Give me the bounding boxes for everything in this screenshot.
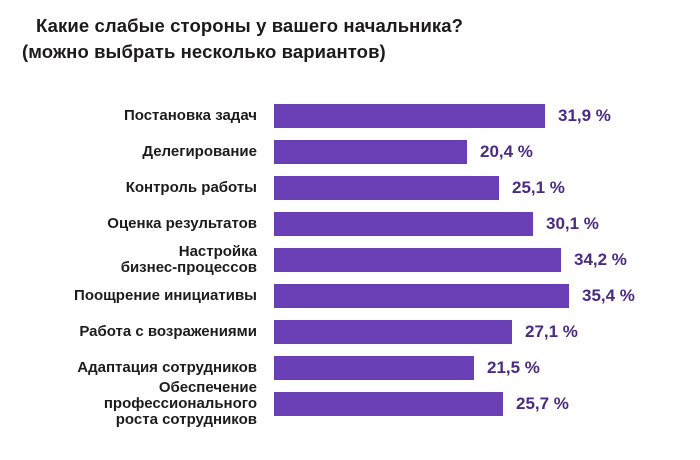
category-label: Работа с возражениями [79, 323, 257, 340]
category-label: Делегирование [142, 143, 257, 160]
bar-row: Контроль работы 25,1 % [0, 170, 700, 206]
bar-row: Делегирование 20,4 % [0, 134, 700, 170]
bar-track: 35,4 % [274, 278, 700, 314]
bar-chart-area: Постановка задач 31,9 % Делегирование 20,4 … [0, 98, 700, 428]
chart-title: Какие слабые стороны у вашего начальника… [0, 0, 700, 65]
value-label: 30,1 % [546, 214, 599, 233]
bar-track: 27,1 % [274, 314, 700, 350]
chart-title-line2: (можно выбрать несколько вариантов) [22, 41, 386, 62]
category-label: Оценка результатов [107, 215, 257, 232]
category-label: Контроль работы [125, 179, 257, 196]
bar-track: 30,1 % [274, 206, 700, 242]
bar-fill [274, 356, 474, 380]
category-label: Постановка задач [123, 107, 257, 124]
bar-fill [274, 104, 545, 128]
bar-fill [274, 392, 503, 416]
bar-track: 25,1 % [274, 170, 700, 206]
bar-row: Поощрение инициативы 35,4 % [0, 278, 700, 314]
value-label: 21,5 % [487, 358, 540, 377]
value-label: 31,9 % [558, 106, 611, 125]
bar-fill [274, 212, 533, 236]
bar-track: 20,4 % [274, 134, 700, 170]
bar-row: Оценка результатов 30,1 % [0, 206, 700, 242]
bar-row: Работа с возражениями 27,1 % [0, 314, 700, 350]
value-label: 20,4 % [480, 142, 533, 161]
bar-track: 31,9 % [274, 98, 700, 134]
category-label: Адаптация сотрудников [77, 359, 257, 376]
value-label: 27,1 % [525, 322, 578, 341]
bar-fill [274, 284, 569, 308]
category-label: Обеспечение профессионального роста сотр… [103, 379, 257, 428]
bar-track: 21,5 % [274, 350, 700, 386]
value-label: 25,1 % [512, 178, 565, 197]
bar-row: Обеспечение профессионального роста сотр… [0, 380, 700, 428]
bar-fill [274, 320, 512, 344]
bar-fill [274, 248, 561, 272]
chart-title-line1: Какие слабые стороны у вашего начальника… [36, 15, 464, 36]
bar-row: Постановка задач 31,9 % [0, 98, 700, 134]
bar-track: 34,2 % [274, 242, 700, 278]
value-label: 35,4 % [582, 286, 635, 305]
value-label: 34,2 % [574, 250, 627, 269]
category-label: Поощрение инициативы [74, 287, 257, 304]
bar-fill [274, 176, 499, 200]
category-label: Настройка бизнес-процессов [120, 243, 257, 276]
bar-fill [274, 140, 467, 164]
value-label: 25,7 % [516, 394, 569, 413]
bar-row: Настройка бизнес-процессов 34,2 % [0, 242, 700, 278]
bar-row: Адаптация сотрудников 21,5 % [0, 350, 700, 386]
bar-track: 25,7 % [274, 386, 700, 422]
